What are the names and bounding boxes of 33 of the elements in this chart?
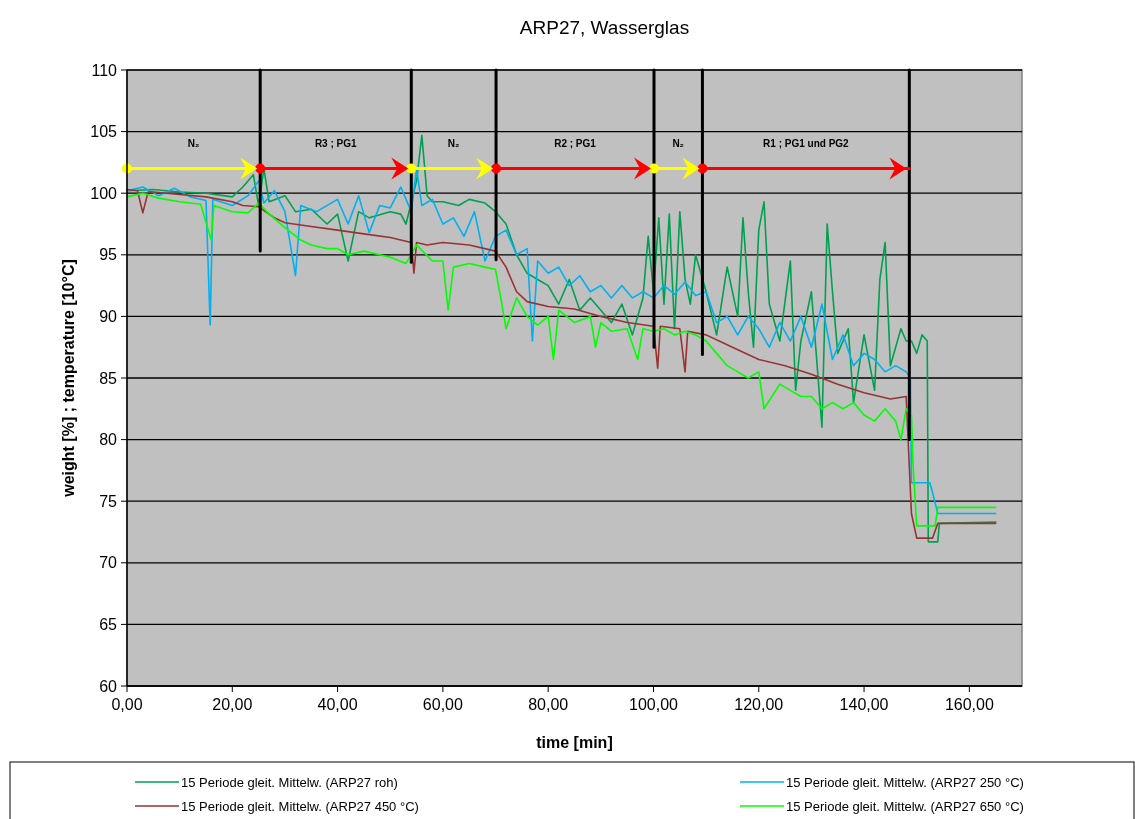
x-tick-label: 120,00 — [734, 696, 784, 713]
y-tick-label: 95 — [99, 246, 118, 264]
y-tick-label: 70 — [99, 554, 118, 572]
annotation: N₂ — [447, 137, 460, 149]
x-tick-label: 100,00 — [629, 696, 679, 713]
legend-label: 15 Periode gleit. Mittelw. (ARP27 roh) — [181, 774, 398, 790]
x-tick-label: 0,00 — [111, 696, 143, 713]
y-tick-label: 75 — [99, 492, 118, 510]
y-tick-label: 110 — [91, 61, 118, 79]
annotation: N₂ — [187, 137, 200, 149]
annotation: R3 ; PG1 — [314, 137, 358, 149]
x-tick-label: 80,00 — [528, 696, 569, 713]
legend-label: 15 Periode gleit. Mittelw. (ARP27 250 °C) — [786, 774, 1024, 790]
annotation: N₂ — [672, 137, 685, 149]
y-tick-label: 80 — [99, 431, 118, 449]
x-axis-title: time [min] — [536, 734, 613, 751]
y-tick-label: 60 — [99, 677, 118, 695]
chart-title: ARP27, Wasserglas — [519, 17, 690, 38]
y-tick-label: 65 — [99, 616, 118, 633]
y-tick-label: 105 — [90, 123, 118, 141]
annotation: R2 ; PG1 — [554, 137, 597, 149]
x-tick-label: 160,00 — [944, 696, 994, 713]
legend-label: 15 Periode gleit. Mittelw. (ARP27 450 °C) — [181, 798, 419, 814]
y-tick-label: 100 — [90, 184, 118, 202]
x-tick-label: 60,00 — [422, 696, 463, 713]
x-tick-label: 20,00 — [212, 696, 253, 713]
annotation: R1 ; PG1 und PG2 — [763, 137, 850, 149]
x-tick-label: 40,00 — [317, 696, 358, 713]
y-tick-label: 85 — [99, 369, 118, 387]
legend-label: 15 Periode gleit. Mittelw. (ARP27 650 °C) — [786, 798, 1024, 814]
x-tick-label: 140,00 — [839, 696, 889, 713]
y-tick-label: 90 — [99, 308, 118, 325]
y-axis-title: weight [%] ; temperature [10°C] — [60, 259, 77, 498]
